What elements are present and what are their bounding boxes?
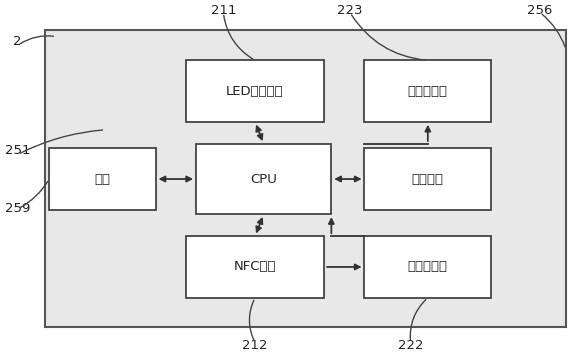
Text: NFC单元: NFC单元: [234, 261, 276, 273]
Text: 212: 212: [242, 339, 267, 352]
Text: 扬声器单元: 扬声器单元: [408, 84, 448, 98]
Text: 电源: 电源: [94, 173, 111, 186]
Text: CPU: CPU: [250, 173, 277, 186]
Bar: [49, 148, 156, 210]
Text: 259: 259: [5, 202, 30, 215]
Text: 211: 211: [211, 4, 236, 17]
Text: 223: 223: [338, 4, 363, 17]
Text: 222: 222: [398, 339, 423, 352]
Text: 总线接口: 总线接口: [412, 173, 444, 186]
Bar: [364, 236, 491, 298]
Bar: [45, 29, 566, 327]
Bar: [186, 236, 324, 298]
Bar: [364, 60, 491, 122]
Bar: [186, 60, 324, 122]
Bar: [364, 148, 491, 210]
Text: 251: 251: [5, 144, 31, 157]
Text: 256: 256: [527, 4, 553, 17]
Text: LED显示单元: LED显示单元: [226, 84, 284, 98]
Bar: [196, 144, 331, 214]
Text: 摄像头单元: 摄像头单元: [408, 261, 448, 273]
Text: 2: 2: [13, 36, 22, 48]
